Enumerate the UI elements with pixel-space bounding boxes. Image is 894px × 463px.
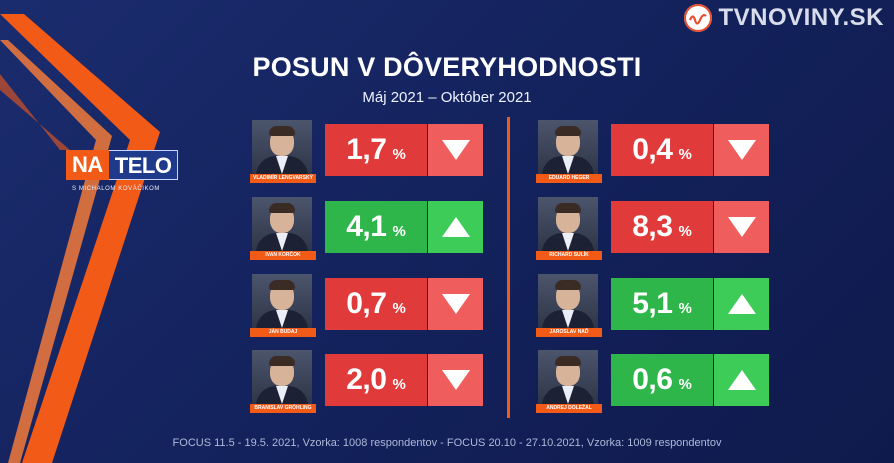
politician-photo xyxy=(252,350,312,410)
arrow-down-icon xyxy=(714,124,769,176)
change-value: 4,1 xyxy=(346,210,387,243)
politician-name: ANDREJ DOLEŽAL xyxy=(536,404,602,413)
percent-unit: % xyxy=(392,299,406,317)
change-value-box: 1,7% xyxy=(325,124,427,176)
trust-row: RICHARD SULÍK 8,3% xyxy=(536,197,770,260)
politician-photo xyxy=(538,274,598,334)
percent-unit: % xyxy=(392,375,406,393)
arrow-down-icon xyxy=(428,354,483,406)
change-value: 8,3 xyxy=(632,210,673,243)
politician-name: EDUARD HEGER xyxy=(536,174,602,183)
politician-name: JÁN BUDAJ xyxy=(250,328,316,337)
change-value: 1,7 xyxy=(346,133,387,166)
politician-photo xyxy=(252,197,312,257)
percent-unit: % xyxy=(392,145,406,163)
trust-row: EDUARD HEGER 0,4% xyxy=(536,120,770,183)
show-badge: NA TELO S MICHALOM KOVÁČIKOM xyxy=(66,150,179,192)
change-value: 5,1 xyxy=(632,287,673,320)
arrow-up-icon xyxy=(714,278,769,330)
politician-name: RICHARD SULÍK xyxy=(536,251,602,260)
trust-row: ANDREJ DOLEŽAL 0,6% xyxy=(536,350,770,413)
trust-row: IVAN KORČOK 4,1% xyxy=(250,197,484,260)
trust-row: VLADIMÍR LENGVARSKÝ 1,7% xyxy=(250,120,484,183)
politician-name: JAROSLAV NAĎ xyxy=(536,328,602,337)
politician-name: VLADIMÍR LENGVARSKÝ xyxy=(250,174,316,183)
politician-photo xyxy=(252,274,312,334)
change-value: 0,7 xyxy=(346,287,387,320)
arrow-down-icon xyxy=(428,124,483,176)
page-title: POSUN V DÔVERYHODNOSTI xyxy=(252,52,642,82)
percent-unit: % xyxy=(678,145,692,163)
show-badge-telo: TELO xyxy=(108,150,179,180)
percent-unit: % xyxy=(678,299,692,317)
show-host: S MICHALOM KOVÁČIKOM xyxy=(72,186,161,192)
politician-photo xyxy=(252,120,312,180)
percent-unit: % xyxy=(678,222,692,240)
date-range: Máj 2021 – Október 2021 xyxy=(362,89,532,106)
percent-unit: % xyxy=(392,222,406,240)
politician-photo xyxy=(538,197,598,257)
change-value-box: 2,0% xyxy=(325,354,427,406)
arrow-down-icon xyxy=(714,201,769,253)
change-value-box: 0,6% xyxy=(611,354,713,406)
change-value-box: 0,4% xyxy=(611,124,713,176)
logo-text: TVNOVINY.SK xyxy=(718,4,884,31)
change-value-box: 0,7% xyxy=(325,278,427,330)
show-badge-na: NA xyxy=(66,150,109,180)
tvnoviny-logo: TVNOVINY.SK xyxy=(684,4,884,32)
column-divider xyxy=(507,117,510,418)
trust-row: JAROSLAV NAĎ 5,1% xyxy=(536,274,770,337)
trust-row: BRANISLAV GRÖHLING 2,0% xyxy=(250,350,484,413)
change-value-box: 4,1% xyxy=(325,201,427,253)
politician-photo xyxy=(538,120,598,180)
politician-photo xyxy=(538,350,598,410)
arrow-up-icon xyxy=(714,354,769,406)
politician-name: IVAN KORČOK xyxy=(250,251,316,260)
tv-wave-icon xyxy=(684,4,713,32)
arrow-up-icon xyxy=(428,201,483,253)
change-value: 0,6 xyxy=(632,363,673,396)
change-value-box: 5,1% xyxy=(611,278,713,330)
change-value: 2,0 xyxy=(346,363,387,396)
trust-row: JÁN BUDAJ 0,7% xyxy=(250,274,484,337)
survey-footnote: FOCUS 11.5 - 19.5. 2021, Vzorka: 1008 re… xyxy=(172,437,722,449)
change-value: 0,4 xyxy=(632,133,673,166)
arrow-down-icon xyxy=(428,278,483,330)
politician-name: BRANISLAV GRÖHLING xyxy=(250,404,316,413)
percent-unit: % xyxy=(678,375,692,393)
change-value-box: 8,3% xyxy=(611,201,713,253)
